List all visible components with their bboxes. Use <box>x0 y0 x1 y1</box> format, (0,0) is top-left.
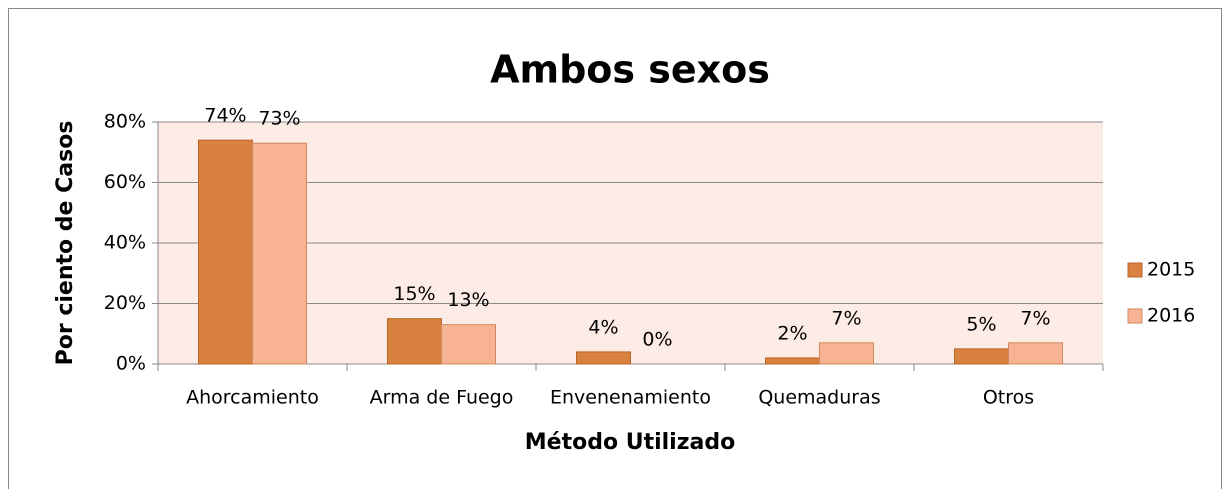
x-axis-title: Método Utilizado <box>525 430 735 455</box>
bar <box>819 342 874 365</box>
data-label: 5% <box>966 313 996 335</box>
y-axis-title: Por ciento de Casos <box>53 121 78 366</box>
y-tick-label: 80% <box>104 111 146 133</box>
y-tick-label: 60% <box>104 171 146 193</box>
bar <box>1008 342 1063 365</box>
bar <box>252 142 307 365</box>
legend-swatch <box>1127 262 1143 278</box>
chart-title: Ambos sexos <box>490 48 770 92</box>
legend-label: 2016 <box>1147 305 1195 327</box>
legend-label: 2015 <box>1147 259 1195 281</box>
data-label: 74% <box>204 105 246 127</box>
data-label: 15% <box>393 283 435 305</box>
chart-frame <box>8 8 1222 489</box>
data-label: 13% <box>447 289 489 311</box>
x-tick-label: Ahorcamiento <box>186 387 319 409</box>
data-label: 4% <box>588 316 618 338</box>
y-tick-label: 0% <box>116 353 146 375</box>
bar <box>765 357 820 365</box>
y-tick-label: 20% <box>104 292 146 314</box>
data-label: 73% <box>258 108 300 130</box>
bar <box>387 318 442 365</box>
bar <box>198 139 253 365</box>
x-tick-label: Envenenamiento <box>550 387 711 409</box>
bar <box>954 348 1009 365</box>
bar <box>441 324 496 365</box>
x-tick-label: Arma de Fuego <box>370 387 514 409</box>
data-label: 7% <box>1020 307 1050 329</box>
y-tick-label: 40% <box>104 232 146 254</box>
legend-swatch <box>1127 308 1143 324</box>
x-tick-label: Quemaduras <box>758 387 880 409</box>
x-tick-label: Otros <box>983 387 1034 409</box>
data-label: 0% <box>642 329 672 351</box>
data-label: 7% <box>831 307 861 329</box>
bar <box>576 351 631 365</box>
data-label: 2% <box>777 322 807 344</box>
